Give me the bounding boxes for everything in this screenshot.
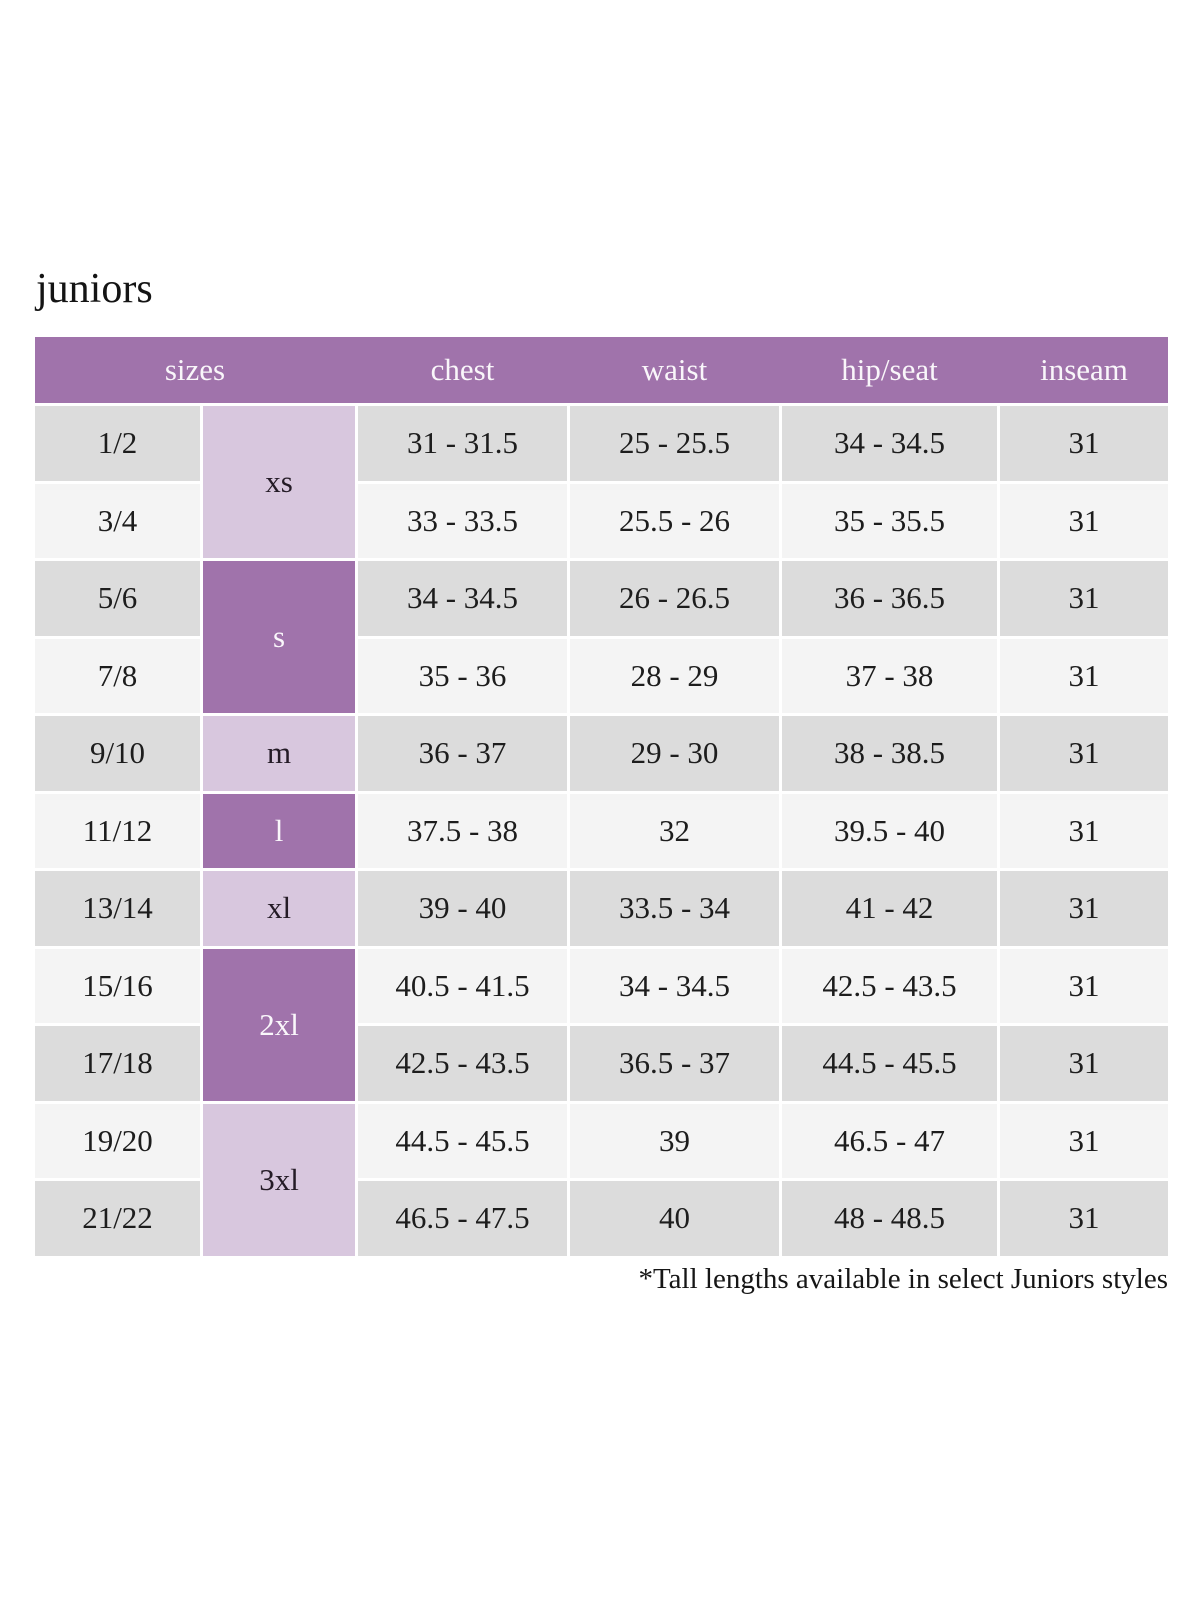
chest-cell: 46.5 - 47.5 [358, 1181, 567, 1256]
size-number-cell: 19/20 [35, 1103, 200, 1178]
waist-cell: 25 - 25.5 [570, 406, 779, 481]
hip-seat-cell: 42.5 - 43.5 [782, 948, 997, 1023]
chest-cell: 39 - 40 [358, 871, 567, 946]
waist-cell: 34 - 34.5 [570, 948, 779, 1023]
size-number-cell: 11/12 [35, 793, 200, 868]
inseam-cell: 31 [1000, 1103, 1168, 1178]
waist-cell: 33.5 - 34 [570, 871, 779, 946]
hip-seat-cell: 35 - 35.5 [782, 483, 997, 558]
hip-seat-cell: 36 - 36.5 [782, 561, 997, 636]
juniors-size-table: sizes chest waist hip/seat inseam 1/2 xs 3… [35, 337, 1168, 1256]
waist-cell: 28 - 29 [570, 638, 779, 713]
column-header-hip-seat: hip/seat [841, 352, 938, 387]
hip-seat-cell: 38 - 38.5 [782, 716, 997, 791]
hip-seat-cell: 48 - 48.5 [782, 1181, 997, 1256]
chest-cell: 42.5 - 43.5 [358, 1026, 567, 1101]
size-number-cell: 5/6 [35, 561, 200, 636]
waist-cell: 26 - 26.5 [570, 561, 779, 636]
inseam-cell: 31 [1000, 483, 1168, 558]
chest-cell: 33 - 33.5 [358, 483, 567, 558]
hip-seat-cell: 46.5 - 47 [782, 1103, 997, 1178]
size-letter-cell: xs [203, 406, 355, 558]
inseam-cell: 31 [1000, 948, 1168, 1023]
column-header-inseam: inseam [1040, 352, 1128, 387]
size-number-cell: 17/18 [35, 1026, 200, 1101]
inseam-cell: 31 [1000, 406, 1168, 481]
column-header-chest: chest [430, 352, 495, 387]
hip-seat-cell: 34 - 34.5 [782, 406, 997, 481]
waist-cell: 29 - 30 [570, 716, 779, 791]
inseam-cell: 31 [1000, 1026, 1168, 1101]
inseam-cell: 31 [1000, 1181, 1168, 1256]
chest-cell: 36 - 37 [358, 716, 567, 791]
size-letter-cell: l [203, 793, 355, 868]
chest-cell: 37.5 - 38 [358, 793, 567, 868]
size-letter-cell: 2xl [203, 948, 355, 1101]
table-header-row: sizes chest waist hip/seat inseam [35, 337, 1168, 403]
inseam-cell: 31 [1000, 561, 1168, 636]
column-header-waist: waist [641, 352, 708, 387]
size-number-cell: 7/8 [35, 638, 200, 713]
inseam-cell: 31 [1000, 716, 1168, 791]
inseam-cell: 31 [1000, 793, 1168, 868]
inseam-cell: 31 [1000, 871, 1168, 946]
size-number-cell: 9/10 [35, 716, 200, 791]
size-number-cell: 1/2 [35, 406, 200, 481]
chest-cell: 40.5 - 41.5 [358, 948, 567, 1023]
size-letter-cell: s [203, 561, 355, 713]
table-body: 1/2 xs 31 - 31.5 25 - 25.5 34 - 34.5 31 3/4 33 … [35, 406, 1168, 1256]
hip-seat-cell: 41 - 42 [782, 871, 997, 946]
size-number-cell: 15/16 [35, 948, 200, 1023]
chest-cell: 35 - 36 [358, 638, 567, 713]
hip-seat-cell: 37 - 38 [782, 638, 997, 713]
chest-cell: 44.5 - 45.5 [358, 1103, 567, 1178]
waist-cell: 25.5 - 26 [570, 483, 779, 558]
chest-cell: 31 - 31.5 [358, 406, 567, 481]
size-letter-cell: 3xl [203, 1103, 355, 1256]
waist-cell: 40 [570, 1181, 779, 1256]
size-number-cell: 21/22 [35, 1181, 200, 1256]
waist-cell: 36.5 - 37 [570, 1026, 779, 1101]
size-letter-cell: m [203, 716, 355, 791]
page-title: juniors [36, 266, 153, 312]
column-header-sizes: sizes [164, 352, 226, 387]
size-letter-cell: xl [203, 871, 355, 946]
hip-seat-cell: 44.5 - 45.5 [782, 1026, 997, 1101]
waist-cell: 32 [570, 793, 779, 868]
hip-seat-cell: 39.5 - 40 [782, 793, 997, 868]
chest-cell: 34 - 34.5 [358, 561, 567, 636]
size-number-cell: 13/14 [35, 871, 200, 946]
footnote: *Tall lengths available in select Junior… [638, 1263, 1168, 1295]
size-number-cell: 3/4 [35, 483, 200, 558]
waist-cell: 39 [570, 1103, 779, 1178]
inseam-cell: 31 [1000, 638, 1168, 713]
